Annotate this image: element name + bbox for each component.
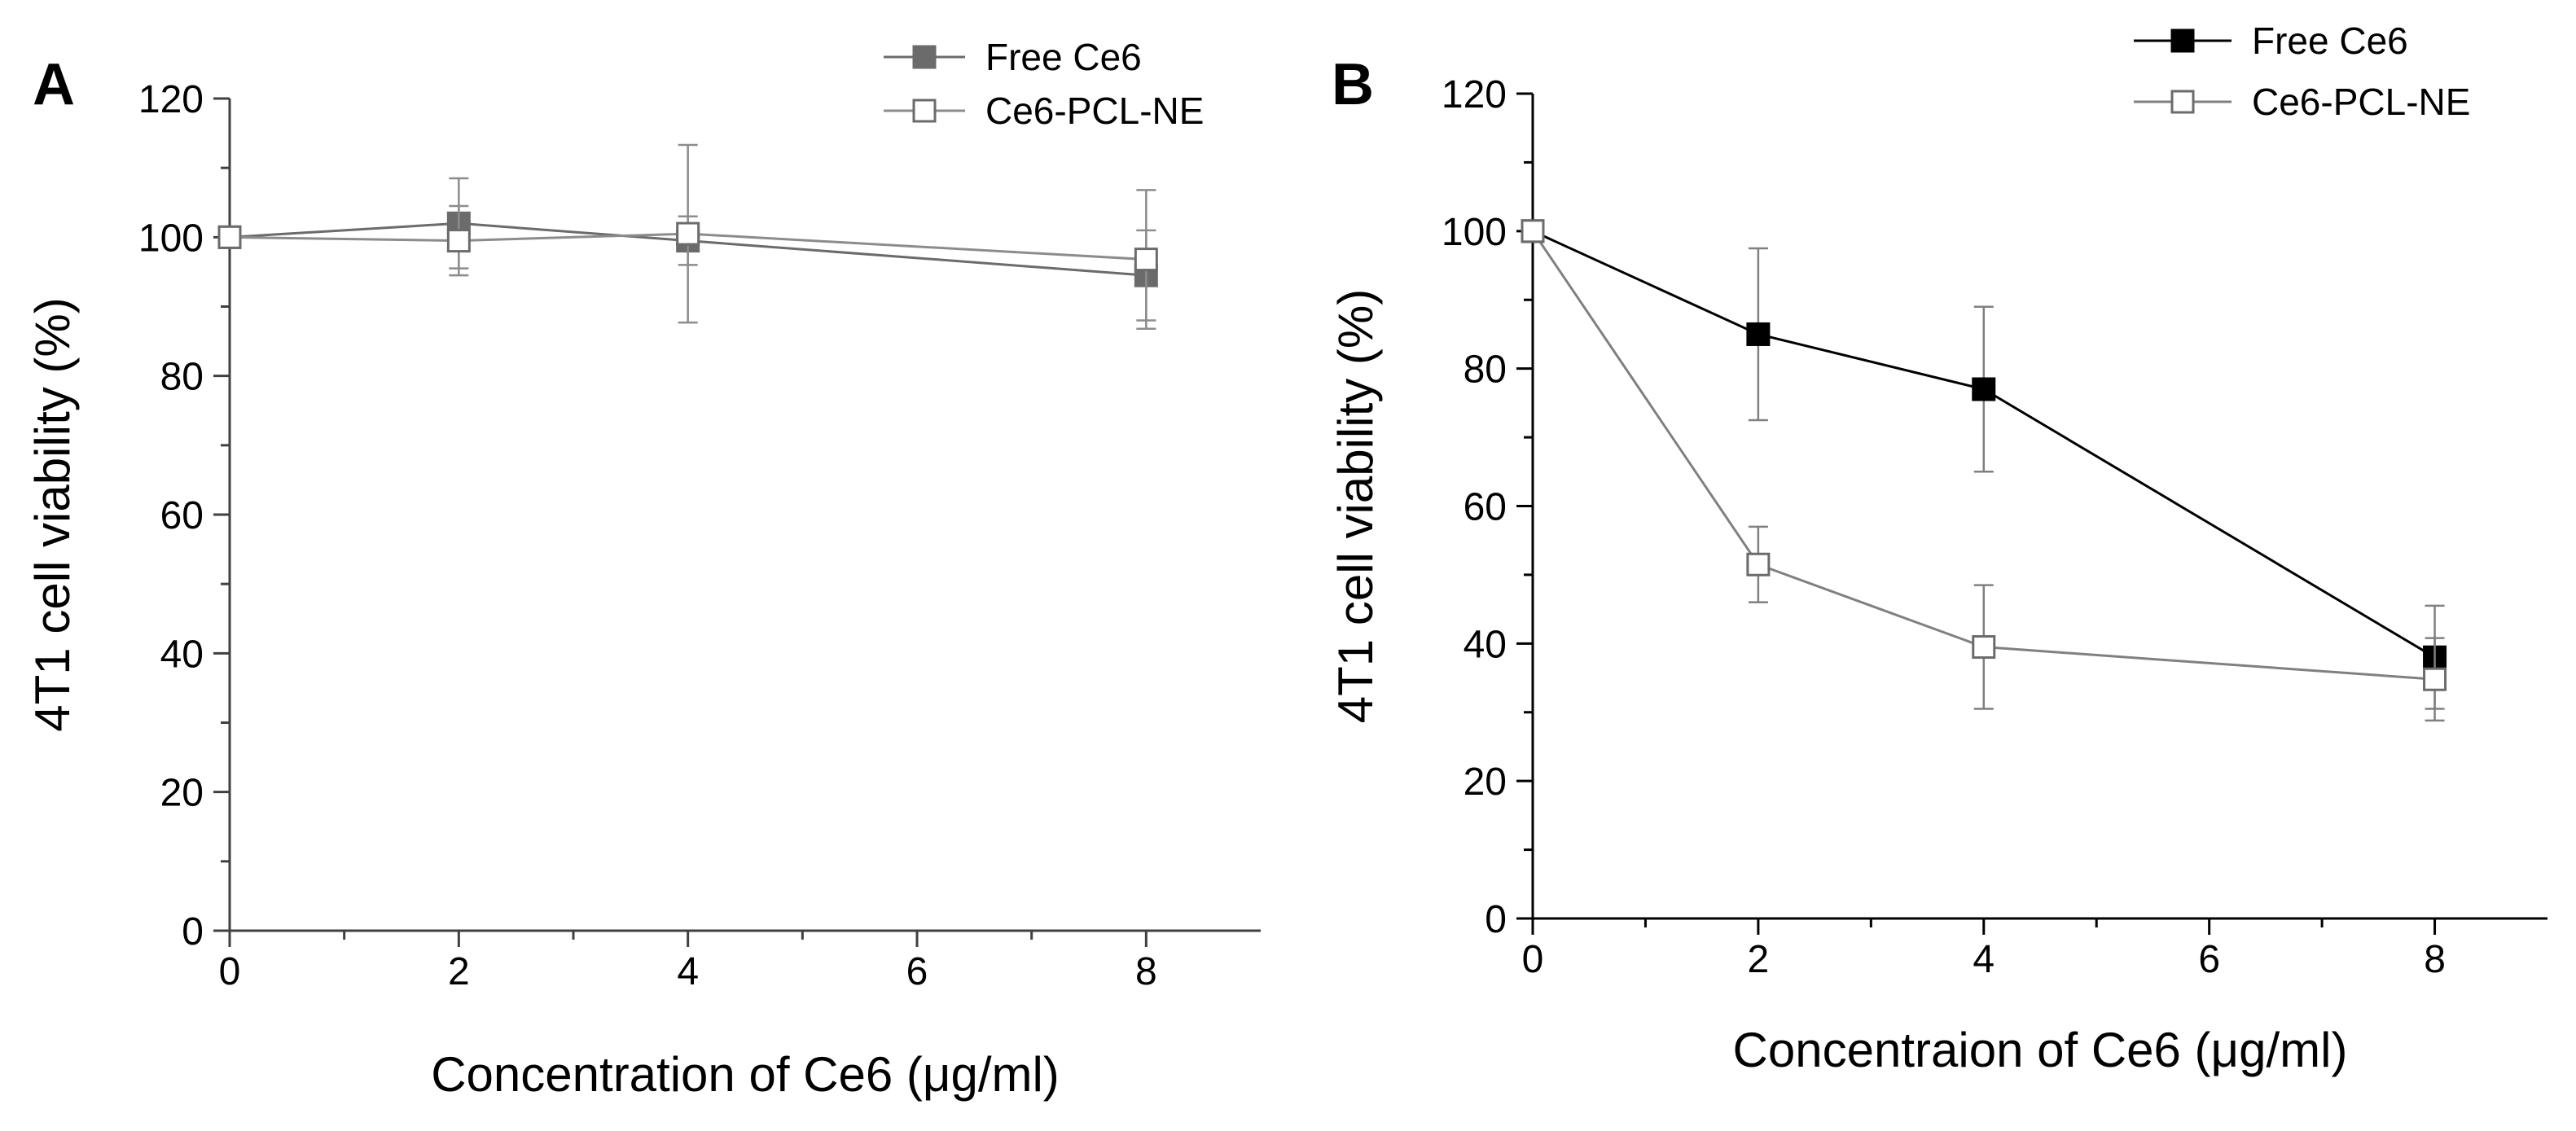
legend-marker <box>912 99 937 123</box>
legend-label: Free Ce6 <box>985 36 1142 78</box>
legend-marker <box>2170 28 2195 53</box>
y-tick-label: 120 <box>1442 73 1507 116</box>
legend: Free Ce6 Ce6-PCL-NE <box>2134 20 2470 123</box>
x-tick-label: 4 <box>677 950 699 993</box>
y-axis-title: 4T1 cell viability (%) <box>25 297 80 731</box>
y-tick-label: 40 <box>1464 623 1507 666</box>
panel-label: B <box>1332 52 1374 117</box>
data-point <box>1972 635 1996 660</box>
series-line <box>229 232 1147 261</box>
series-ce6-pcl-ne <box>217 143 1158 331</box>
x-tick-label: 0 <box>219 950 241 993</box>
legend-label: Free Ce6 <box>2252 20 2408 62</box>
x-tick-label: 8 <box>2424 938 2446 981</box>
x-axis-title: Concentration of Ce6 (μg/ml) <box>431 1047 1060 1102</box>
series-free-ce6 <box>1521 219 2447 710</box>
series-line <box>1531 230 2435 681</box>
series-ce6-pcl-ne <box>1521 219 2447 722</box>
y-tick-label: 100 <box>1442 211 1507 254</box>
series-line <box>1532 230 2436 659</box>
y-axis-title: 4T1 cell viability (%) <box>1328 289 1383 723</box>
panel-label: A <box>33 52 75 117</box>
y-tick-label: 100 <box>138 217 204 260</box>
y-tick-label: 0 <box>182 910 204 953</box>
x-tick-label: 2 <box>448 950 470 993</box>
data-point <box>2423 667 2447 691</box>
data-point <box>1521 219 1545 243</box>
panel-b: 0 20 40 60 80 100 120 0 2 4 6 8 Concentraion of Ce6 … <box>1328 20 2547 1077</box>
series-line <box>229 221 1147 277</box>
legend: Free Ce6 Ce6-PCL-NE <box>884 36 1204 132</box>
x-tick-label: 2 <box>1748 938 1770 981</box>
legend-label: Ce6-PCL-NE <box>985 90 1204 132</box>
legend-label: Ce6-PCL-NE <box>2252 81 2470 123</box>
x-tick-label: 8 <box>1135 950 1157 993</box>
data-point <box>1972 377 1996 401</box>
legend-marker <box>2170 90 2195 114</box>
legend-marker <box>912 45 937 69</box>
panel-a: 0 20 40 60 80 100 120 0 2 4 6 8 Concentration of Ce6… <box>25 36 1261 1102</box>
y-tick-label: 60 <box>1464 486 1507 529</box>
x-tick-label: 0 <box>1522 938 1544 981</box>
x-tick-label: 4 <box>1973 938 1995 981</box>
data-point <box>217 225 242 249</box>
x-axis-title: Concentraion of Ce6 (μg/ml) <box>1733 1023 2348 1077</box>
y-tick-label: 60 <box>160 494 204 537</box>
y-tick-label: 80 <box>160 356 204 399</box>
y-tick-label: 0 <box>1485 898 1507 941</box>
data-point <box>676 221 700 246</box>
data-point <box>446 229 471 253</box>
data-point <box>1746 322 1771 346</box>
y-tick-label: 20 <box>1464 761 1507 804</box>
data-point <box>1134 248 1158 272</box>
y-tick-label: 20 <box>160 772 204 815</box>
y-tick-label: 120 <box>138 78 204 121</box>
data-point <box>1746 552 1771 576</box>
x-tick-label: 6 <box>906 950 928 993</box>
x-tick-label: 6 <box>2198 938 2220 981</box>
y-tick-label: 40 <box>160 633 204 676</box>
y-tick-label: 80 <box>1464 349 1507 392</box>
